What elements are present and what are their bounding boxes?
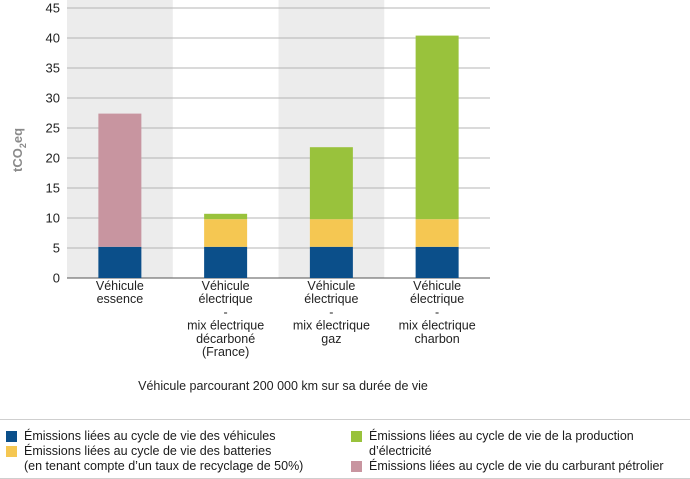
y-tick-label: 10 — [46, 211, 60, 226]
bar-segment-2 — [415, 35, 459, 220]
bar-segment-0 — [98, 246, 142, 278]
bar-segment-2 — [204, 213, 248, 220]
legend-item-electricity: Émissions liées au cycle de vie de la pr… — [351, 429, 634, 459]
legend-label: Émissions liées au cycle de vie de la pr… — [369, 429, 634, 458]
legend-item-vehicles: Émissions liées au cycle de vie des véhi… — [6, 429, 276, 444]
bar-segment-0 — [204, 246, 248, 278]
legend-label: Émissions liées au cycle de vie du carbu… — [369, 459, 664, 473]
legend-swatch — [351, 461, 362, 472]
category-label: Véhicule essence — [96, 279, 144, 306]
bar-segment-3 — [98, 113, 142, 247]
legend-swatch — [6, 431, 17, 442]
y-tick-label: 20 — [46, 151, 60, 166]
category-label: Véhicule électrique -mix électrique décarbo… — [187, 279, 264, 359]
y-tick-label: 5 — [53, 241, 60, 256]
category-bands — [67, 0, 385, 278]
bar-segment-1 — [309, 219, 353, 247]
category-label: Véhicule électrique -mix électrique charbon — [399, 279, 476, 346]
legend: Émissions liées au cycle de vie des véhi… — [0, 419, 690, 479]
legend-item-petrol: Émissions liées au cycle de vie du carbu… — [351, 459, 664, 474]
bar-segment-2 — [309, 147, 353, 220]
bar-segment-1 — [204, 219, 248, 247]
legend-swatch — [351, 431, 362, 442]
y-tick-label: 35 — [46, 61, 60, 76]
y-tick-label: 30 — [46, 91, 60, 106]
bars — [98, 35, 459, 278]
y-tick-label: 40 — [46, 31, 60, 46]
y-tick-label: 15 — [46, 181, 60, 196]
legend-label: Émissions liées au cycle de vie des batt… — [24, 444, 304, 473]
y-tick-label: 0 — [53, 271, 60, 286]
legend-separator-top — [0, 419, 690, 420]
bar-segment-0 — [309, 246, 353, 278]
y-tick-labels: 0 5 10 15 20 25 30 35 40 45 — [46, 1, 60, 286]
bar-segment-0 — [415, 246, 459, 278]
legend-swatch — [6, 446, 17, 457]
category-label: Véhicule électrique -mix électrique gaz — [293, 279, 370, 346]
chart-annotation: Véhicule parcourant 200 000 km sur sa du… — [138, 379, 428, 393]
y-axis-label: tCO2eq — [10, 128, 28, 172]
legend-label: Émissions liées au cycle de vie des véhi… — [24, 429, 276, 443]
y-tick-label: 45 — [46, 1, 60, 16]
category-labels: Véhicule essence Véhicule électrique -mix él… — [96, 279, 476, 359]
bar-segment-1 — [415, 219, 459, 247]
legend-item-batteries: Émissions liées au cycle de vie des batt… — [6, 444, 303, 474]
y-tick-label: 25 — [46, 121, 60, 136]
